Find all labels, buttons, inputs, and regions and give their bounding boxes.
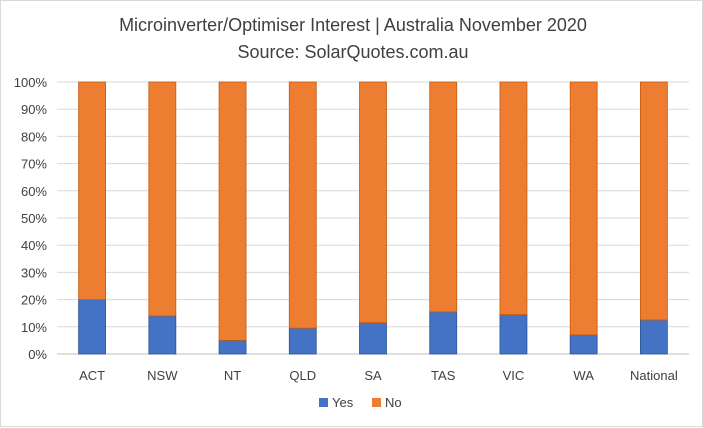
bar-yes-vic bbox=[499, 314, 528, 355]
bar-no-national bbox=[639, 81, 668, 321]
y-tick-label: 40% bbox=[21, 238, 47, 253]
chart-subtitle: Source: SolarQuotes.com.au bbox=[237, 42, 468, 62]
bar-no-qld bbox=[288, 81, 317, 329]
bar-no-tas bbox=[429, 81, 458, 313]
y-tick-label: 0% bbox=[28, 347, 47, 362]
x-axis: ACT NSW NT QLD SA TAS VIC WA National bbox=[79, 368, 678, 383]
bar-yes-act bbox=[78, 299, 107, 355]
bar-yes-qld bbox=[288, 327, 317, 355]
legend-swatch-no bbox=[372, 398, 381, 407]
bar-no-vic bbox=[499, 81, 528, 315]
x-tick-label: SA bbox=[364, 368, 382, 383]
y-tick-label: 10% bbox=[21, 320, 47, 335]
x-tick-label: ACT bbox=[79, 368, 105, 383]
bar-no-nsw bbox=[148, 81, 177, 317]
bar-yes-national bbox=[639, 319, 668, 355]
bar-no-sa bbox=[359, 81, 387, 324]
x-tick-label: QLD bbox=[289, 368, 316, 383]
x-tick-label: NSW bbox=[147, 368, 178, 383]
y-tick-label: 100% bbox=[14, 75, 48, 90]
y-axis: 0% 10% 20% 30% 40% 50% 60% 70% 80% 90% 100% bbox=[14, 75, 48, 362]
bar-yes-tas bbox=[429, 311, 458, 355]
bar-yes-nsw bbox=[148, 315, 177, 355]
y-tick-label: 50% bbox=[21, 211, 47, 226]
bar-yes-wa bbox=[569, 334, 598, 355]
x-tick-label: WA bbox=[573, 368, 594, 383]
x-tick-label: National bbox=[630, 368, 678, 383]
chart-title: Microinverter/Optimiser Interest | Austr… bbox=[119, 15, 587, 35]
legend-label-yes: Yes bbox=[332, 395, 354, 410]
y-tick-label: 30% bbox=[21, 265, 47, 280]
bar-yes-nt bbox=[218, 339, 247, 355]
legend-swatch-yes bbox=[319, 398, 328, 407]
x-tick-label: NT bbox=[224, 368, 241, 383]
y-tick-label: 90% bbox=[21, 102, 47, 117]
y-tick-label: 70% bbox=[21, 157, 47, 172]
legend-label-no: No bbox=[385, 395, 402, 410]
bar-no-wa bbox=[569, 81, 598, 336]
bar-no-act bbox=[78, 81, 107, 301]
legend: Yes No bbox=[319, 395, 402, 410]
bar-yes-sa bbox=[359, 322, 387, 355]
bar-no-nt bbox=[218, 81, 247, 341]
y-tick-label: 20% bbox=[21, 293, 47, 308]
y-tick-label: 80% bbox=[21, 129, 47, 144]
y-tick-label: 60% bbox=[21, 184, 47, 199]
x-tick-label: TAS bbox=[431, 368, 456, 383]
bars bbox=[78, 81, 668, 355]
x-tick-label: VIC bbox=[503, 368, 525, 383]
